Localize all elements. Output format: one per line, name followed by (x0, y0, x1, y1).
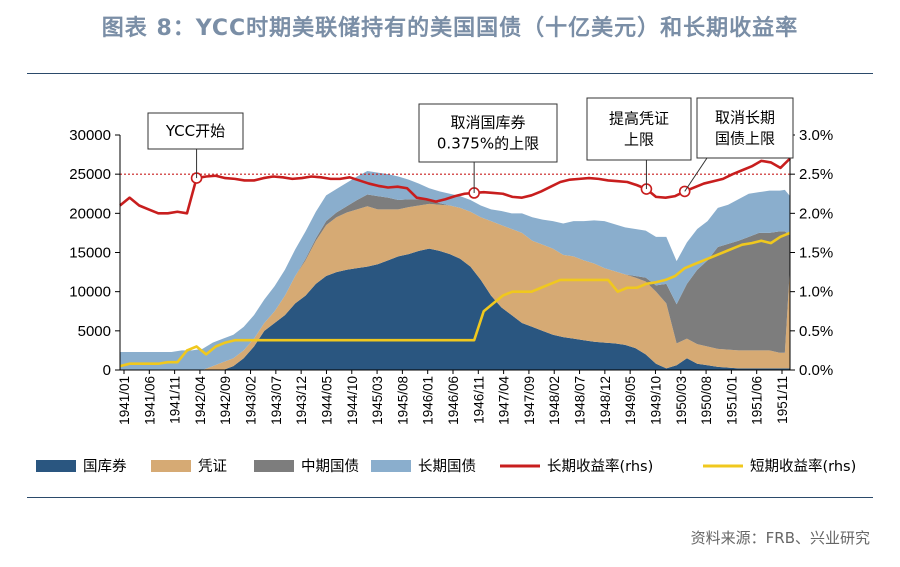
callout-label: 提高凭证 (609, 110, 669, 128)
area-series-4 (120, 171, 790, 370)
left-tick-label: 30000 (69, 127, 111, 144)
left-tick-label: 10000 (69, 284, 111, 301)
callout-box-3 (586, 97, 692, 161)
legend-label: 长期收益率(rhs) (547, 458, 653, 475)
footer-rule (27, 497, 873, 498)
title-rule (27, 73, 873, 74)
right-tick-label: 1.0% (799, 284, 833, 301)
callout-label: 取消国库券 (450, 114, 525, 132)
callout-label: 取消长期 (715, 109, 775, 127)
x-tick-label: 1951/06 (750, 376, 765, 425)
right-tick-label: 3.0% (799, 127, 833, 144)
x-tick-label: 1947/04 (497, 376, 512, 425)
callout-box-1 (147, 112, 244, 150)
x-tick-label: 1941/01 (117, 376, 132, 425)
x-tick-label: 1946/01 (421, 376, 436, 425)
legend-label: 长期国债 (418, 458, 476, 475)
short-yield-line (119, 231, 791, 368)
right-tick-label: 1.5% (799, 245, 833, 262)
x-tick-label: 1945/03 (370, 376, 385, 425)
x-tick-label: 1951/11 (775, 376, 790, 424)
x-tick-label: 1945/08 (395, 376, 410, 425)
x-tick-label: 1943/12 (294, 376, 309, 425)
x-tick-label: 1947/09 (522, 376, 537, 425)
x-tick-label: 1951/01 (724, 376, 739, 425)
left-tick-label: 0 (103, 362, 111, 379)
right-tick-label: 0.5% (799, 323, 833, 340)
x-tick-label: 1949/10 (648, 376, 663, 425)
legend-swatch (36, 460, 76, 472)
left-tick-label: 5000 (78, 323, 111, 340)
x-tick-label: 1944/05 (319, 376, 334, 425)
legend-label: 中期国债 (301, 458, 359, 475)
x-tick-label: 1949/05 (623, 376, 638, 425)
x-tick-label: 1948/02 (547, 376, 562, 425)
legend-label: 国库券 (83, 458, 127, 475)
callout-box-2 (418, 103, 558, 163)
right-tick-label: 0.0% (799, 362, 833, 379)
callout-label: YCC开始 (165, 122, 225, 140)
x-tick-label: 1942/04 (193, 376, 208, 425)
right-tick-label: 2.0% (799, 205, 833, 222)
left-tick-label: 20000 (69, 205, 111, 222)
legend-swatch (151, 460, 191, 472)
x-tick-label: 1948/12 (598, 376, 613, 425)
legend-label: 短期收益率(rhs) (750, 458, 856, 475)
x-tick-label: 1943/07 (269, 376, 284, 425)
area-series-2 (120, 203, 790, 370)
left-tick-label: 25000 (69, 166, 111, 183)
x-tick-label: 1946/06 (446, 376, 461, 425)
callout-leader-4 (684, 157, 708, 192)
x-tick-label: 1950/08 (699, 376, 714, 425)
right-tick-label: 2.5% (799, 166, 833, 183)
callout-label: 0.375%的上限 (437, 135, 539, 153)
x-tick-label: 1943/02 (244, 376, 259, 425)
legend-swatch (371, 460, 411, 472)
legend-swatch (254, 460, 294, 472)
chart-title: 图表 8：YCC时期美联储持有的美国国债（十亿美元）和长期收益率 (101, 16, 799, 41)
callout-box-4 (696, 97, 794, 159)
x-tick-label: 1941/11 (168, 376, 183, 424)
x-tick-label: 1942/09 (218, 376, 233, 425)
x-tick-label: 1948/07 (573, 376, 588, 425)
callout-label: 上限 (624, 131, 654, 149)
x-tick-label: 1950/03 (674, 376, 689, 425)
callout-label: 国债上限 (715, 130, 775, 148)
x-tick-label: 1946/11 (471, 376, 486, 424)
source-note: 资料来源：FRB、兴业研究 (690, 529, 870, 547)
left-tick-label: 15000 (69, 245, 111, 262)
legend-label: 凭证 (198, 458, 227, 475)
x-tick-label: 1941/06 (142, 376, 157, 425)
x-tick-label: 1944/10 (345, 376, 360, 425)
long-yield-line (119, 157, 791, 215)
